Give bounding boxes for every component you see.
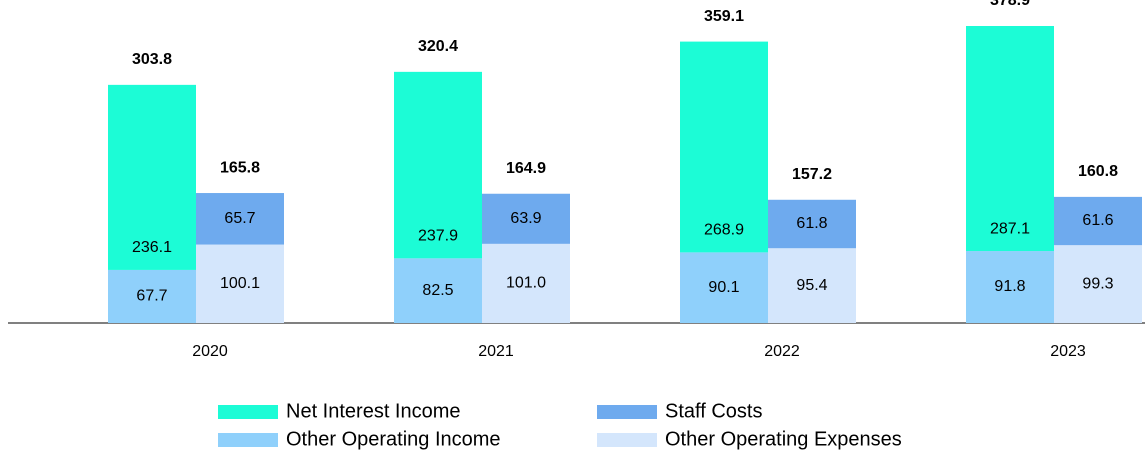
value-label: 100.1 xyxy=(220,275,260,292)
bar-segment xyxy=(394,71,482,259)
x-tick-label: 2020 xyxy=(192,343,228,360)
bar-segment xyxy=(394,258,482,323)
value-label: 95.4 xyxy=(796,277,827,294)
value-label: 61.8 xyxy=(796,215,827,232)
bar-segment xyxy=(1054,245,1142,323)
value-label: 65.7 xyxy=(224,210,255,227)
bar-segment xyxy=(482,243,570,323)
value-label: 61.6 xyxy=(1082,212,1113,229)
value-label: 99.3 xyxy=(1082,275,1113,292)
bar-segment xyxy=(482,193,570,244)
total-label: 320.4 xyxy=(418,38,458,55)
x-tick-label: 2021 xyxy=(478,343,514,360)
value-label: 237.9 xyxy=(418,228,458,245)
bar-segment xyxy=(680,41,768,253)
bar-segment xyxy=(196,193,284,245)
value-label: 82.5 xyxy=(422,282,453,299)
value-label: 67.7 xyxy=(136,288,167,305)
x-tick-label: 2022 xyxy=(764,343,800,360)
total-label: 160.8 xyxy=(1078,163,1118,180)
bar-segment xyxy=(966,251,1054,323)
legend-swatch xyxy=(597,433,657,447)
bar-segment xyxy=(680,252,768,323)
bar-segment xyxy=(768,199,856,249)
legend-label: Other Operating Expenses xyxy=(665,428,902,450)
bar-segment xyxy=(966,26,1054,252)
legend-label: Other Operating Income xyxy=(286,428,501,450)
bar-segment xyxy=(1054,196,1142,246)
value-label: 236.1 xyxy=(132,239,172,256)
total-label: 303.8 xyxy=(132,51,172,68)
bar-segment xyxy=(196,244,284,323)
value-label: 91.8 xyxy=(994,278,1025,295)
total-label: 157.2 xyxy=(792,166,832,183)
total-label: 359.1 xyxy=(704,8,744,25)
bar-segment xyxy=(108,84,196,270)
bar-segment xyxy=(108,269,196,323)
value-label: 90.1 xyxy=(708,279,739,296)
legend-swatch xyxy=(218,433,278,447)
legend-label: Net Interest Income xyxy=(286,400,461,422)
total-label: 165.8 xyxy=(220,159,260,176)
value-label: 63.9 xyxy=(510,210,541,227)
total-label: 164.9 xyxy=(506,160,546,177)
total-label: 378.9 xyxy=(990,0,1030,9)
legend-swatch xyxy=(597,405,657,419)
legend-swatch xyxy=(218,405,278,419)
bar-segment xyxy=(768,248,856,323)
value-label: 287.1 xyxy=(990,220,1030,237)
value-label: 101.0 xyxy=(506,275,546,292)
x-tick-label: 2023 xyxy=(1050,343,1086,360)
legend-label: Staff Costs xyxy=(665,400,762,422)
value-label: 268.9 xyxy=(704,222,744,239)
